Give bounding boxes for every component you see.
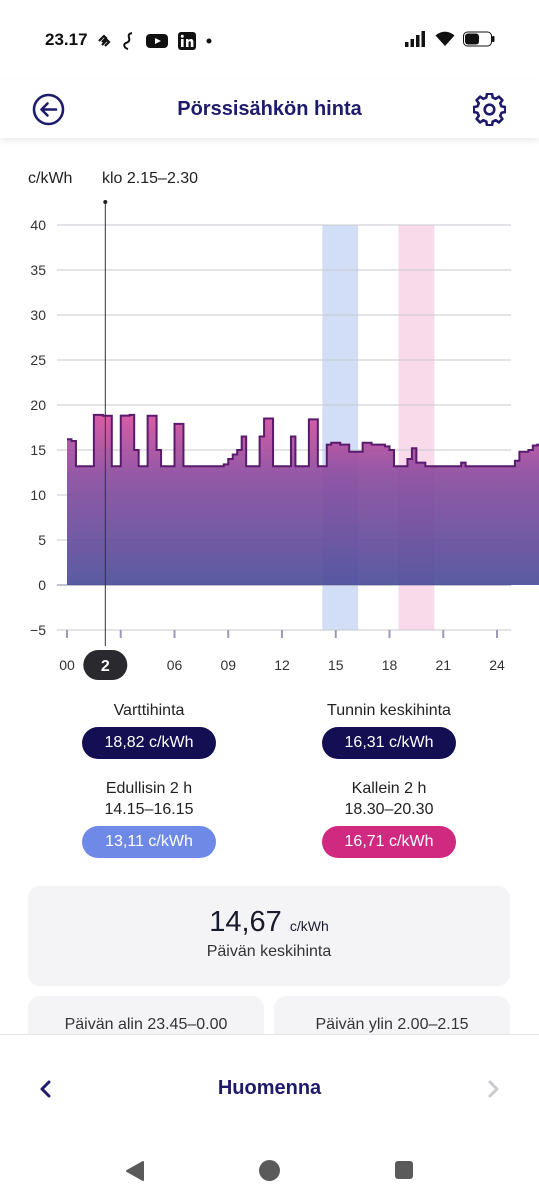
x-tick-label: 24 bbox=[489, 657, 505, 673]
status-right-icons bbox=[405, 31, 495, 47]
x-tick-label: 12 bbox=[274, 657, 290, 673]
tiktok-like-icon bbox=[98, 34, 111, 47]
cheapest-2h-stat: Edullisin 2 h 14.15–16.15 13,11 c/kWh bbox=[39, 778, 259, 858]
chevron-left-icon[interactable] bbox=[36, 1075, 56, 1103]
hour-average-label: Tunnin keskihinta bbox=[327, 702, 451, 719]
back-arrow-circle-icon[interactable] bbox=[32, 93, 65, 126]
gear-icon[interactable] bbox=[473, 93, 506, 126]
selected-hour-badge bbox=[83, 650, 128, 680]
priciest-2h-stat: Kallein 2 h 18.30–20.30 16,71 c/kWh bbox=[279, 778, 499, 858]
day-average-value: 14,67 bbox=[209, 906, 282, 938]
linkedin-icon bbox=[178, 32, 196, 50]
y-tick-label: 40 bbox=[30, 217, 46, 233]
quarter-price-value: 18,82 c/kWh bbox=[82, 727, 216, 759]
day-max-label: Päivän ylin 2.00–2.15 bbox=[315, 1016, 469, 1033]
app-header: Pörssisähkön hinta bbox=[0, 80, 539, 138]
triangle-back-icon[interactable] bbox=[125, 1160, 145, 1182]
y-tick-label: −5 bbox=[30, 622, 46, 638]
page-title: Pörssisähkön hinta bbox=[177, 98, 362, 120]
cheapest-2h-time: 14.15–16.15 bbox=[104, 801, 194, 818]
selected-hour-label: 2 bbox=[101, 658, 110, 675]
priciest-2h-label: Kallein 2 h bbox=[351, 780, 427, 797]
dot-icon bbox=[206, 38, 212, 44]
y-tick-label: 35 bbox=[30, 262, 46, 278]
x-tick-label: 09 bbox=[220, 657, 236, 673]
square-recent-icon[interactable] bbox=[395, 1161, 413, 1179]
hour-average-value: 16,31 c/kWh bbox=[322, 727, 456, 759]
status-time: 23.17 bbox=[45, 30, 88, 49]
y-tick-label: 15 bbox=[30, 442, 46, 458]
day-navigation-bar: Huomenna bbox=[0, 1034, 539, 1144]
y-tick-label: 25 bbox=[30, 352, 46, 368]
x-tick-label: 15 bbox=[328, 657, 344, 673]
y-tick-label: 20 bbox=[30, 397, 46, 413]
day-average-unit: c/kWh bbox=[289, 918, 329, 934]
system-navigation-bar bbox=[0, 1144, 539, 1200]
chevron-right-icon[interactable] bbox=[483, 1075, 503, 1103]
priciest-2h-time: 18.30–20.30 bbox=[344, 801, 434, 818]
price-step-line bbox=[67, 413, 539, 468]
price-area bbox=[67, 414, 539, 585]
y-tick-label: 0 bbox=[38, 577, 46, 593]
x-tick-label: 00 bbox=[59, 657, 75, 673]
circle-home-icon[interactable] bbox=[259, 1160, 280, 1181]
day-average-label: Päivän keskihinta bbox=[206, 943, 332, 960]
wifi-icon bbox=[435, 31, 455, 46]
quarter-price-stat: Varttihinta 18,82 c/kWh bbox=[39, 700, 259, 759]
y-tick-label: 30 bbox=[30, 307, 46, 323]
quarter-price-label: Varttihinta bbox=[113, 702, 185, 719]
x-tick-label: 21 bbox=[435, 657, 451, 673]
selected-time-label: klo 2.15–2.30 bbox=[102, 170, 199, 187]
cheapest-2h-label: Edullisin 2 h bbox=[105, 780, 193, 797]
y-tick-label: 5 bbox=[38, 532, 46, 548]
cheapest-2h-value: 13,11 c/kWh bbox=[82, 826, 216, 858]
battery-icon bbox=[463, 31, 495, 47]
status-app-icons bbox=[96, 31, 212, 51]
x-tick-label: 18 bbox=[382, 657, 398, 673]
chart-svg[interactable]: 40 35 30 25 20 15 10 5 0 −5 00 06 09 12 15 18 21 24 2 bbox=[0, 160, 539, 690]
hour-average-stat: Tunnin keskihinta 16,31 c/kWh bbox=[279, 700, 499, 759]
price-chart[interactable]: c/kWh klo 2.15–2.30 40 35 30 25 20 15 10 5 0 −5 0… bbox=[0, 160, 539, 690]
priciest-2h-value: 16,71 c/kWh bbox=[322, 826, 456, 858]
y-tick-label: 10 bbox=[30, 487, 46, 503]
x-tick-label: 06 bbox=[167, 657, 183, 673]
selection-cursor-dot bbox=[103, 200, 108, 204]
swirl-app-icon bbox=[123, 32, 133, 50]
day-average-card: 14,67 c/kWh Päivän keskihinta bbox=[28, 886, 510, 986]
day-average-value-row: 14,67 c/kWh bbox=[28, 906, 510, 939]
y-axis-unit: c/kWh bbox=[28, 170, 73, 187]
youtube-icon bbox=[146, 34, 168, 48]
tomorrow-button[interactable]: Huomenna bbox=[217, 1077, 322, 1099]
signal-icon bbox=[405, 31, 425, 47]
status-bar: 23.17 bbox=[0, 0, 539, 80]
day-min-label: Päivän alin 23.45–0.00 bbox=[64, 1016, 228, 1033]
